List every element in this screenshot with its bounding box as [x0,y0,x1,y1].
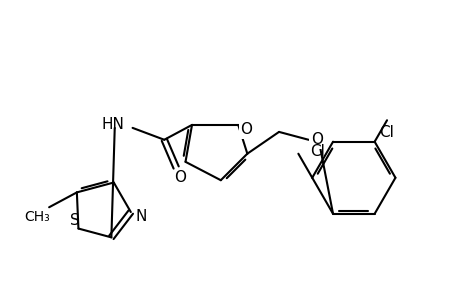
Text: Cl: Cl [309,144,325,159]
Text: N: N [135,209,146,224]
Text: O: O [240,122,252,137]
Text: Cl: Cl [379,124,394,140]
Text: CH₃: CH₃ [24,210,50,224]
Text: HN: HN [101,117,124,132]
Text: O: O [174,170,186,185]
Text: S: S [69,213,79,228]
Text: O: O [310,132,322,147]
